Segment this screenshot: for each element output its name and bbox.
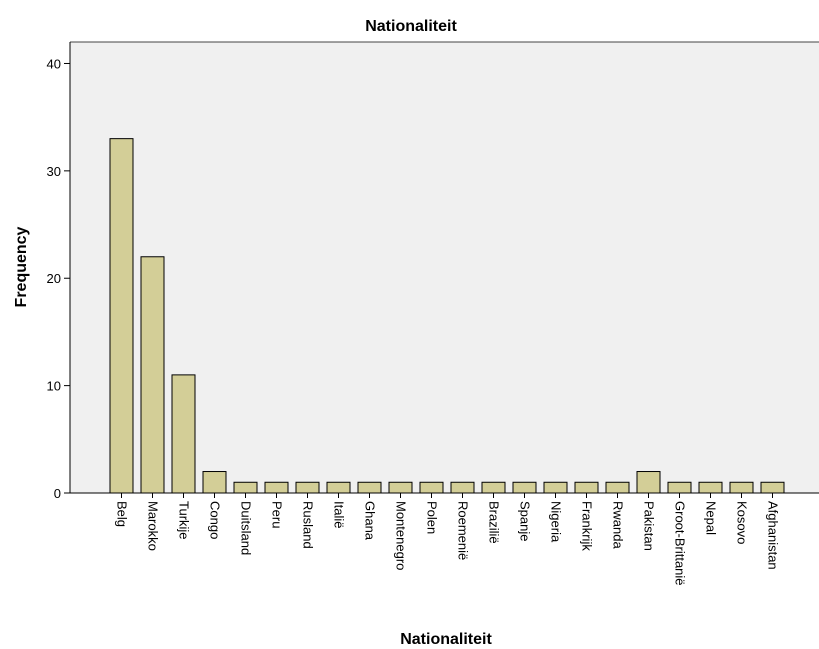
x-tick-label: Afghanistan: [766, 501, 781, 570]
bar-brazili-: [481, 481, 506, 494]
x-tick-label: Polen: [425, 501, 440, 534]
bar-nepal: [698, 481, 723, 494]
bar-spanje: [512, 481, 537, 494]
bar-peru: [264, 481, 289, 494]
x-tick-label: Congo: [208, 501, 223, 539]
bar-itali-: [326, 481, 351, 494]
x-tick-label: Roemenië: [456, 501, 471, 560]
y-tick-label: 40: [47, 56, 61, 71]
x-tick-label: Italië: [332, 501, 347, 528]
x-tick-label: Turkije: [177, 501, 192, 540]
x-tick-label: Frankrijk: [580, 501, 595, 551]
y-axis-label: Frequency: [13, 226, 30, 307]
x-tick-label: Duitsland: [239, 501, 254, 555]
x-tick-label: Rwanda: [611, 501, 626, 549]
x-tick-label: Brazilië: [487, 501, 502, 544]
x-tick-label: Nigeria: [549, 501, 564, 543]
bar-roemeni-: [450, 481, 475, 494]
bar-congo: [202, 471, 227, 494]
x-tick-label: Marokko: [146, 501, 161, 551]
bar-afghanistan: [760, 481, 785, 494]
y-tick-label: 10: [47, 379, 61, 394]
bar-polen: [419, 481, 444, 494]
bar-groot-brittani-: [667, 481, 692, 494]
bars-group: [109, 138, 785, 494]
bar-rusland: [295, 481, 320, 494]
y-ticks-group: 0 10 20 30 40: [47, 56, 70, 501]
y-tick-label: 30: [47, 164, 61, 179]
bar-belg: [109, 138, 134, 494]
x-tick-label: Nepal: [704, 501, 719, 535]
chart-title: Nationaliteit: [365, 18, 457, 35]
x-tick-label: Ghana: [363, 501, 378, 541]
x-tick-label: Rusland: [301, 501, 316, 549]
x-tick-label: Spanje: [518, 501, 533, 541]
y-tick-label: 20: [47, 271, 61, 286]
x-tick-label: Peru: [270, 501, 285, 528]
y-tick-label: 0: [54, 486, 61, 501]
bar-duitsland: [233, 481, 258, 494]
bar-montenegro: [388, 481, 413, 494]
x-tick-label: Montenegro: [394, 501, 409, 570]
bar-kosovo: [729, 481, 754, 494]
x-tick-label: Pakistan: [642, 501, 657, 551]
x-axis-label: Nationaliteit: [400, 631, 492, 648]
bar-rwanda: [605, 481, 630, 494]
bar-nigeria: [543, 481, 568, 494]
bar-frankrijk: [574, 481, 599, 494]
x-tick-label: Belg: [115, 501, 130, 527]
bar-marokko: [140, 256, 165, 494]
x-tick-label: Kosovo: [735, 501, 750, 544]
x-tick-label: Groot-Brittanië: [673, 501, 688, 586]
x-ticks-group: Belg Marokko Turkije Congo Duitsland Peru Rusl…: [115, 493, 781, 586]
bar-turkije: [171, 374, 196, 494]
bar-ghana: [357, 481, 382, 494]
bar-pakistan: [636, 471, 661, 494]
